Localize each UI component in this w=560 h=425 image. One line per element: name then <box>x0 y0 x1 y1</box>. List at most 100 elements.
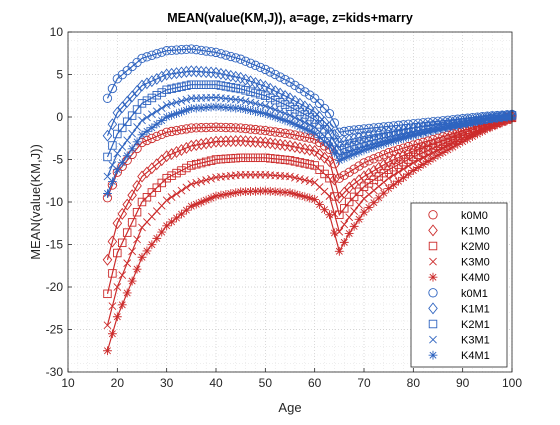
data-point-K3M0 <box>291 173 299 182</box>
data-point-K4M1 <box>418 128 428 138</box>
data-point-K4M0 <box>181 205 191 215</box>
data-point-K4M0 <box>246 187 255 196</box>
data-point-K4M0 <box>359 207 369 217</box>
data-point-K1M0 <box>443 132 453 145</box>
data-point-k0M0 <box>260 125 270 136</box>
data-point-k0M1 <box>186 44 196 54</box>
data-point-K3M0 <box>424 151 433 160</box>
data-point-K1M1 <box>102 129 113 142</box>
data-point-K2M1 <box>354 139 364 149</box>
data-point-K2M1 <box>221 82 231 91</box>
data-point-K4M0 <box>251 186 260 196</box>
data-point-K4M1 <box>285 117 295 127</box>
data-point-K2M0 <box>182 163 191 173</box>
data-point-K1M1 <box>132 85 142 97</box>
data-point-K2M0 <box>192 160 201 169</box>
data-point-k0M1 <box>250 60 261 70</box>
data-point-K2M0 <box>211 155 221 164</box>
data-point-K1M0 <box>378 158 389 171</box>
data-point-K4M1 <box>290 119 300 129</box>
data-point-K1M0 <box>186 139 197 152</box>
data-point-K3M1 <box>128 129 137 138</box>
legend-box <box>410 202 508 368</box>
data-point-K4M1 <box>265 110 275 120</box>
legend-label: K3M1 <box>461 335 490 347</box>
data-point-K1M0 <box>181 141 192 154</box>
legend-entry-K4M1: K4M1 <box>428 350 490 362</box>
data-point-k0M0 <box>157 129 167 139</box>
data-point-k0M0 <box>280 128 290 138</box>
data-point-K4M1 <box>157 116 167 125</box>
data-point-k0M0 <box>255 125 266 135</box>
data-point-K2M0 <box>162 173 171 183</box>
data-point-K2M1 <box>241 86 250 95</box>
data-point-K4M1 <box>221 103 231 112</box>
data-point-K2M0 <box>423 146 433 155</box>
data-point-K2M0 <box>275 155 285 164</box>
data-point-K4M0 <box>433 150 443 160</box>
data-point-K2M1 <box>305 112 314 122</box>
data-point-k0M0 <box>142 135 152 146</box>
data-point-K4M0 <box>448 142 458 152</box>
data-point-K1M1 <box>161 68 172 81</box>
data-point-k0M1 <box>236 54 246 64</box>
data-point-K2M1 <box>340 144 349 153</box>
data-point-K1M1 <box>137 79 147 92</box>
data-point-K4M1 <box>132 137 142 147</box>
data-point-K1M1 <box>240 73 251 86</box>
data-point-K2M0 <box>414 150 423 159</box>
data-point-K4M0 <box>315 200 325 209</box>
data-point-K3M0 <box>330 210 339 218</box>
data-point-K2M0 <box>305 160 314 169</box>
data-point-K1M1 <box>142 77 152 90</box>
data-point-K4M1 <box>280 115 290 125</box>
data-point-k0M0 <box>191 123 201 133</box>
data-point-k0M0 <box>171 125 182 136</box>
data-point-k0M0 <box>275 127 285 138</box>
data-point-K2M1 <box>201 80 211 89</box>
legend-marker <box>428 272 438 282</box>
data-point-K4M0 <box>329 228 339 238</box>
data-point-K1M1 <box>329 128 340 141</box>
legend-entry-k0M0: k0M0 <box>428 210 488 222</box>
data-point-K1M0 <box>309 145 320 157</box>
data-point-K1M1 <box>181 65 192 78</box>
data-point-K4M0 <box>320 205 329 215</box>
data-point-k0M0 <box>186 123 196 133</box>
data-point-K2M0 <box>389 162 398 172</box>
data-point-K4M1 <box>137 130 147 140</box>
data-point-K4M1 <box>329 148 339 158</box>
data-point-K4M1 <box>497 113 507 123</box>
data-point-k0M0 <box>285 129 295 139</box>
y-tick-label: -25 <box>46 323 64 337</box>
data-point-k0M0 <box>270 127 280 137</box>
data-point-K4M0 <box>167 217 177 227</box>
data-point-K3M1 <box>236 96 245 104</box>
data-point-K2M0 <box>330 192 339 201</box>
data-point-K1M1 <box>235 71 246 84</box>
data-point-k0M1 <box>211 47 221 58</box>
data-point-K4M0 <box>463 134 473 144</box>
data-point-K1M1 <box>152 72 162 85</box>
data-point-K3M1 <box>271 105 280 114</box>
data-point-K4M0 <box>226 189 236 198</box>
data-point-k0M0 <box>374 152 384 162</box>
data-point-K3M0 <box>365 190 373 199</box>
data-point-K2M1 <box>157 88 166 97</box>
y-tick-label: -15 <box>46 238 64 252</box>
data-point-k0M1 <box>295 83 305 94</box>
data-point-K4M1 <box>107 177 117 187</box>
data-point-K2M1 <box>261 91 270 100</box>
data-point-k0M1 <box>216 49 226 59</box>
legend-label: K1M0 <box>461 225 490 237</box>
data-point-k0M0 <box>221 122 231 133</box>
data-point-k0M1 <box>314 98 325 109</box>
data-point-K2M0 <box>270 154 280 164</box>
data-point-K3M1 <box>241 97 250 106</box>
data-point-K3M0 <box>167 193 176 201</box>
data-point-k0M1 <box>137 53 147 63</box>
data-point-k0M0 <box>379 150 389 160</box>
data-point-K4M0 <box>477 127 487 136</box>
data-point-K4M0 <box>364 203 374 212</box>
